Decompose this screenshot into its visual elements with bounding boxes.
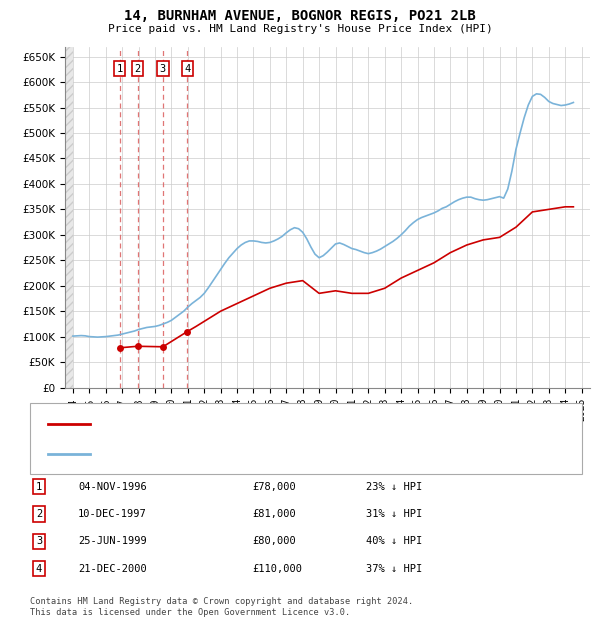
Text: 14, BURNHAM AVENUE, BOGNOR REGIS, PO21 2LB (detached house): 14, BURNHAM AVENUE, BOGNOR REGIS, PO21 2… bbox=[102, 419, 471, 430]
Text: 31% ↓ HPI: 31% ↓ HPI bbox=[366, 509, 422, 519]
Text: 1: 1 bbox=[116, 64, 123, 74]
Text: 14, BURNHAM AVENUE, BOGNOR REGIS, PO21 2LB: 14, BURNHAM AVENUE, BOGNOR REGIS, PO21 2… bbox=[124, 9, 476, 24]
Text: £110,000: £110,000 bbox=[252, 564, 302, 574]
Text: 1: 1 bbox=[36, 482, 42, 492]
Text: £81,000: £81,000 bbox=[252, 509, 296, 519]
Text: 3: 3 bbox=[160, 64, 166, 74]
Text: HPI: Average price, detached house, Arun: HPI: Average price, detached house, Arun bbox=[102, 450, 352, 459]
Bar bbox=[65, 46, 73, 388]
Text: £80,000: £80,000 bbox=[252, 536, 296, 546]
Text: 2: 2 bbox=[36, 509, 42, 519]
Text: 3: 3 bbox=[36, 536, 42, 546]
Text: 4: 4 bbox=[184, 64, 190, 74]
Text: Contains HM Land Registry data © Crown copyright and database right 2024.
This d: Contains HM Land Registry data © Crown c… bbox=[30, 598, 413, 617]
Text: 25-JUN-1999: 25-JUN-1999 bbox=[78, 536, 147, 546]
Text: 2: 2 bbox=[134, 64, 141, 74]
Text: 4: 4 bbox=[36, 564, 42, 574]
Point bbox=[133, 342, 142, 352]
Text: Price paid vs. HM Land Registry's House Price Index (HPI): Price paid vs. HM Land Registry's House … bbox=[107, 24, 493, 33]
Text: 40% ↓ HPI: 40% ↓ HPI bbox=[366, 536, 422, 546]
Text: 21-DEC-2000: 21-DEC-2000 bbox=[78, 564, 147, 574]
Text: 23% ↓ HPI: 23% ↓ HPI bbox=[366, 482, 422, 492]
Point bbox=[158, 342, 168, 352]
Point bbox=[115, 343, 124, 353]
Text: 10-DEC-1997: 10-DEC-1997 bbox=[78, 509, 147, 519]
Text: 04-NOV-1996: 04-NOV-1996 bbox=[78, 482, 147, 492]
Text: 37% ↓ HPI: 37% ↓ HPI bbox=[366, 564, 422, 574]
Text: £78,000: £78,000 bbox=[252, 482, 296, 492]
Point bbox=[182, 327, 192, 337]
